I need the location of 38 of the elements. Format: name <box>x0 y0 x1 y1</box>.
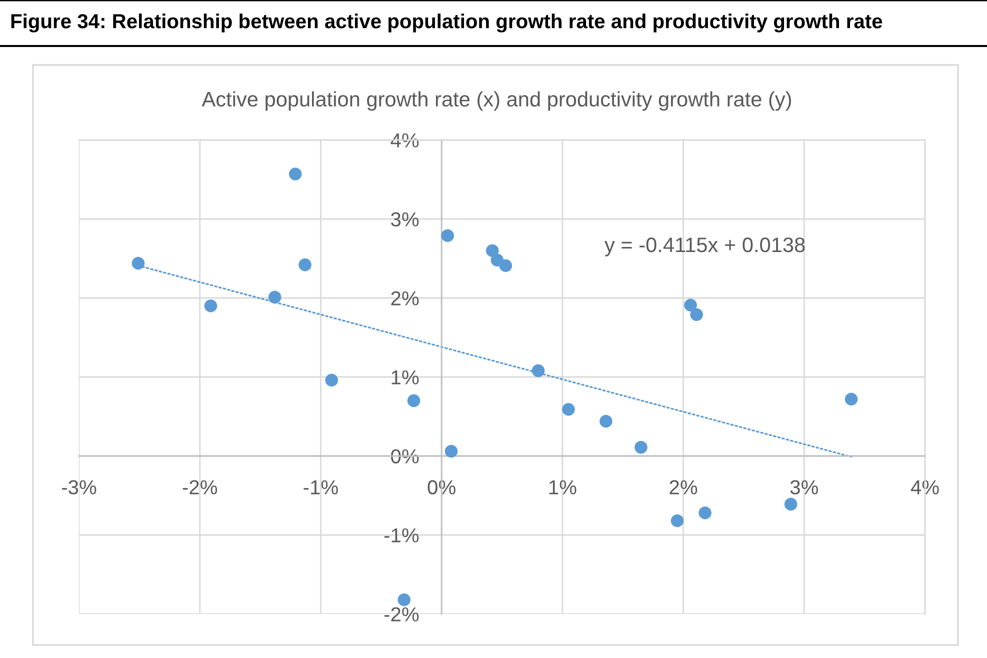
point <box>499 259 512 272</box>
point <box>325 374 338 387</box>
point <box>600 414 612 428</box>
point <box>132 256 145 270</box>
point <box>532 364 545 378</box>
y-tick-label: 3% <box>391 212 419 226</box>
point <box>486 244 499 257</box>
point <box>562 402 575 416</box>
point <box>690 308 703 321</box>
point <box>204 300 218 312</box>
point <box>398 593 411 606</box>
point <box>407 394 420 408</box>
chart-subtitle: Active population growth rate (x) and productivity growth rate (y) <box>202 91 791 111</box>
point <box>441 229 454 242</box>
point <box>288 168 302 180</box>
point <box>670 514 684 528</box>
x-tick-label: 2% <box>670 480 698 494</box>
x-tick-label: 3% <box>790 480 818 494</box>
point <box>844 392 858 406</box>
point <box>268 290 282 304</box>
x-tick-label: -2% <box>182 480 218 494</box>
x-tick-label: 0% <box>428 480 456 494</box>
x-tick-label: 1% <box>549 480 576 494</box>
x-tick-label: -3% <box>62 480 96 494</box>
point <box>634 440 648 454</box>
x-tick-label: -1% <box>304 480 338 494</box>
point <box>784 498 798 511</box>
y-tick-label: 1% <box>392 370 419 384</box>
annotation: y = -0.4115x + 0.0138 <box>604 237 805 256</box>
point <box>298 258 312 272</box>
y-tick-label: -1% <box>384 528 419 542</box>
point <box>698 506 712 520</box>
point <box>444 444 458 458</box>
point <box>684 298 697 312</box>
chart-title: Figure 34: Relationship between active population growth rate and productivity growth rate <box>11 14 882 32</box>
x-tick-label: 4% <box>910 480 939 494</box>
y-tick-label: -2% <box>384 607 419 622</box>
y-tick-label: 2% <box>391 291 419 306</box>
